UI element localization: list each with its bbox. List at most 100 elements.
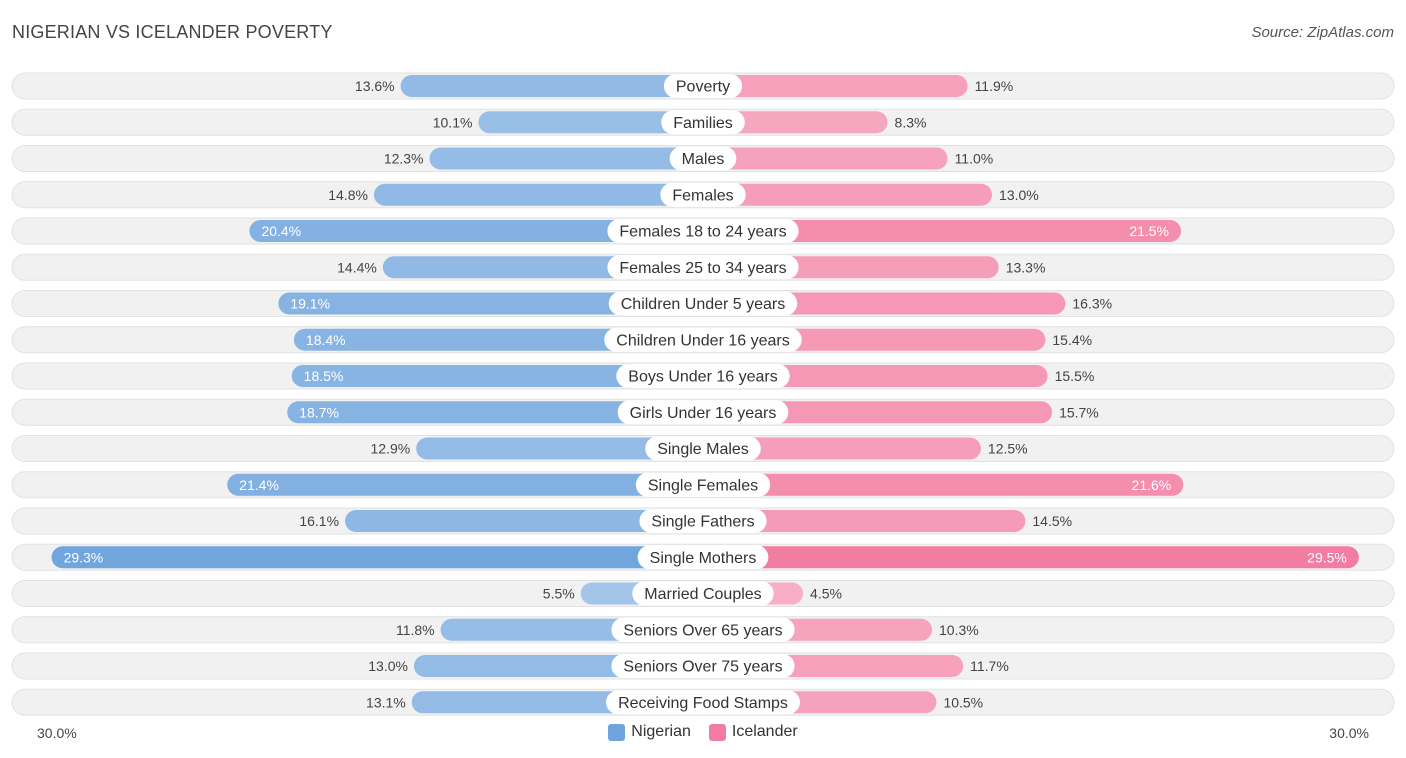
value-label-nigerian: 18.7% [299,404,339,420]
value-label-icelander: 11.0% [955,151,994,167]
bar-row: Single Fathers 16.1% 14.5% [11,507,1395,535]
bar-row: Girls Under 16 years 18.7% 15.7% [11,398,1395,426]
category-label-pill [611,654,795,678]
bar-nigerian [373,183,703,206]
value-label-nigerian: 5.5% [543,586,575,602]
bar-row: Children Under 16 years 18.4% 15.4% [11,326,1395,354]
category-label: Poverty [676,79,730,96]
value-label-nigerian: 12.3% [384,151,424,167]
category-label-pill [669,146,737,171]
bar-icelander [703,147,948,170]
bar-nigerian [291,365,703,387]
category-label-pill [606,690,800,715]
bar-nigerian [287,401,703,424]
bar-row: Families 10.1% 8.3% [11,108,1395,136]
category-label-pill [637,545,769,570]
value-label-nigerian: 21.4% [239,477,279,493]
source-label: Source: ZipAtlas.com [1251,24,1394,41]
bar-nigerian [51,546,703,569]
bar-icelander [703,220,1182,242]
value-label-icelander: 21.6% [1132,477,1172,493]
bar-row: Males 12.3% 11.0% [11,145,1395,172]
category-label-pill [617,400,789,425]
value-label-icelander: 10.5% [943,694,983,710]
axis-left-label: 30.0% [37,725,77,741]
category-label-pill [608,291,798,316]
bar-nigerian [478,111,703,134]
bar-row: Poverty 13.6% 11.9% [11,72,1395,100]
bar-nigerian [416,437,703,460]
bar-icelander [703,437,981,460]
category-label-pill [635,472,771,497]
value-label-icelander: 15.4% [1052,332,1092,348]
category-label: Seniors Over 65 years [623,622,782,639]
chart-title: NIGERIAN VS ICELANDER POVERTY [12,22,333,42]
value-label-icelander: 12.5% [988,441,1028,457]
value-label-icelander: 29.5% [1307,549,1347,565]
value-label-icelander: 13.0% [999,187,1039,203]
legend-item-nigerian[interactable]: Nigerian [608,723,691,741]
value-label-nigerian: 10.1% [433,114,473,130]
category-label-pill [663,74,743,98]
value-label-icelander: 16.3% [1072,296,1112,312]
category-label-pill [607,255,799,280]
bar-row: Females 14.8% 13.0% [11,181,1395,209]
bar-row: Seniors Over 75 years 13.0% 11.7% [11,652,1395,680]
chart-canvas: Poverty 13.6% 11.9% Families 10.1% 8.3% Males 1… [11,72,1395,716]
value-label-icelander: 8.3% [895,114,927,130]
bar-row: Single Females 21.4% 21.6% [11,471,1395,499]
category-label: Single Males [657,441,749,458]
bar-icelander [703,510,1026,532]
value-label-icelander: 11.7% [970,658,1009,674]
bar-nigerian [227,473,703,496]
bar-row: Married Couples 5.5% 4.5% [11,580,1395,607]
value-label-nigerian: 14.8% [328,187,368,203]
category-label-pill [611,617,795,642]
category-label-pill [645,436,761,461]
category-label: Single Females [648,477,758,494]
bar-nigerian [249,220,703,242]
value-label-nigerian: 13.0% [368,658,408,674]
category-label: Boys Under 16 years [628,369,777,386]
category-label: Children Under 5 years [621,296,786,313]
legend-item-icelander[interactable]: Icelander [708,723,798,741]
bar-icelander [703,75,968,97]
category-label-pill [661,110,745,135]
value-label-nigerian: 13.6% [355,78,395,94]
category-label: Single Mothers [650,550,757,567]
category-label: Receiving Food Stamps [618,695,788,712]
category-label-pill [632,581,774,606]
value-label-nigerian: 18.4% [306,332,346,348]
category-label: Married Couples [644,586,761,603]
category-label: Females 25 to 34 years [619,260,786,277]
category-label: Females [672,187,733,204]
category-label: Girls Under 16 years [630,405,777,422]
bar-icelander [703,546,1359,569]
legend-label-icelander: Icelander [731,723,798,740]
bar-nigerian [400,75,703,97]
bar-row: Receiving Food Stamps 13.1% 10.5% [11,688,1395,716]
value-label-icelander: 14.5% [1032,513,1072,529]
bar-nigerian [345,510,703,532]
value-label-icelander: 10.3% [939,622,979,638]
legend-swatch-icelander [708,723,726,741]
bar-row: Seniors Over 65 years 11.8% 10.3% [11,616,1395,644]
bar-row: Single Males 12.9% 12.5% [11,435,1395,462]
bar-nigerian [429,147,703,170]
legend-label-nigerian: Nigerian [631,723,691,740]
bar-icelander [703,111,888,134]
category-label-pill [607,219,799,243]
value-label-nigerian: 11.8% [396,622,435,638]
category-label: Females 18 to 24 years [619,224,786,241]
value-label-nigerian: 20.4% [261,223,301,239]
bar-row: Boys Under 16 years 18.5% 15.5% [11,362,1395,390]
value-label-icelander: 21.5% [1129,223,1169,239]
value-label-nigerian: 18.5% [304,368,344,384]
bar-icelander [703,365,1048,387]
value-label-nigerian: 13.1% [366,694,406,710]
value-label-nigerian: 19.1% [290,296,330,312]
bar-row: Single Mothers 29.3% 29.5% [11,543,1395,571]
bar-row: Females 18 to 24 years 20.4% 21.5% [11,217,1395,245]
value-label-nigerian: 29.3% [64,549,104,565]
category-label-pill [616,364,790,388]
